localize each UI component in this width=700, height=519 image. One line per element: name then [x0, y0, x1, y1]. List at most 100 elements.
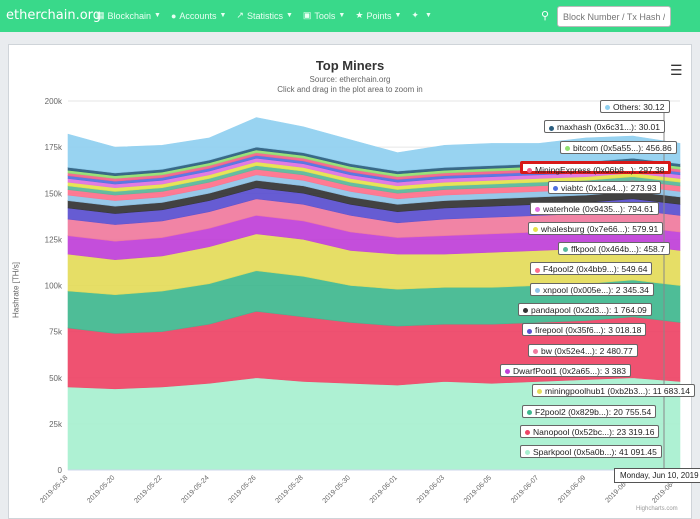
chevron-down-icon: ▼ [394, 12, 402, 19]
legend-color-dot [537, 389, 542, 395]
chart-legend: Others: 30.12 maxhash (0x6c31...): 30.01 b… [480, 100, 695, 470]
legend-item[interactable]: firepool (0x35f6...): 3 018.18 [522, 323, 647, 337]
nav-item-label: Statistics [246, 10, 283, 21]
legend-color-dot [535, 267, 540, 273]
nav-menu: ▦ Blockchain ▼ ● Accounts ▼ ↗ Statistics ▼ ▣ To… [96, 10, 432, 21]
legend-color-dot [553, 186, 558, 192]
legend-color-dot [525, 430, 530, 436]
y-tick-label: 50k [49, 374, 63, 383]
legend-item[interactable]: bitcom (0x5a55...): 456.86 [560, 140, 677, 154]
legend-item[interactable]: Nanopool (0x52bc...): 23 319.16 [520, 424, 660, 438]
legend-label: firepool (0x35f6...): 3 018.18 [535, 325, 642, 336]
nav-item-label: Blockchain [107, 10, 152, 21]
legend-item[interactable]: miningpoolhub1 (0xb2b3...): 11 683.14 [532, 384, 695, 398]
legend-label: Sparkpool (0x5a0b...): 41 091.45 [533, 447, 657, 458]
nav-item-label: Points [366, 10, 392, 21]
x-tick-label: 2019-06-07 [510, 474, 540, 504]
legend-label: viabtc (0x1ca4...): 273.93 [561, 183, 657, 194]
legend-color-dot [527, 409, 532, 415]
x-tick-label: 2019-05-18 [39, 474, 69, 504]
chart-icon: ↗ [236, 10, 244, 20]
legend-color-dot [533, 227, 538, 233]
star-icon: ★ [355, 10, 364, 20]
search-input[interactable] [557, 6, 671, 27]
twitter-icon: ✦ [411, 10, 419, 20]
x-tick-label: 2019-06-09 [557, 474, 587, 504]
nav-item-label: Tools [314, 10, 336, 21]
legend-item[interactable]: MiningExpress (0x06b8...): 297.38 [520, 160, 672, 175]
legend-color-dot [565, 145, 570, 151]
chevron-down-icon: ▼ [424, 12, 432, 19]
x-tick-label: 2019-05-26 [227, 474, 257, 504]
legend-item[interactable]: F2pool2 (0x829b...): 20 755.54 [522, 404, 657, 418]
y-tick-label: 150k [45, 189, 63, 198]
legend-item[interactable]: xnpool (0x005e...): 2 345.34 [530, 282, 654, 296]
legend-label: maxhash (0x6c31...): 30.01 [557, 122, 661, 133]
nav-item-blockchain[interactable]: ▦ Blockchain ▼ [96, 10, 161, 21]
legend-label: Nanopool (0x52bc...): 23 319.16 [533, 426, 655, 437]
legend-item[interactable]: Sparkpool (0x5a0b...): 41 091.45 [520, 445, 662, 459]
x-tick-label: 2019-05-28 [275, 474, 305, 504]
area-series-17[interactable] [67, 117, 681, 174]
y-tick-label: 125k [45, 235, 63, 244]
legend-item[interactable]: bw (0x52e4...): 2 480.77 [528, 343, 638, 357]
legend-label: Others: 30.12 [613, 102, 665, 112]
legend-color-dot [535, 287, 540, 293]
x-tick-label: 2019-05-30 [322, 474, 352, 504]
y-tick-label: 0 [58, 466, 63, 475]
search-icon[interactable]: ⚲ [541, 10, 550, 22]
chart-zoom-hint: Click and drag in the plot area to zoom … [277, 85, 423, 94]
x-tick-label: 2019-05-20 [86, 474, 116, 504]
user-icon: ● [170, 10, 177, 21]
top-navbar: etherchain.org ▦ Blockchain ▼ ● Accounts ▼ ↗… [0, 0, 700, 32]
legend-color-dot [523, 308, 528, 314]
legend-label: ffkpool (0x464b...): 458.7 [571, 244, 665, 255]
legend-label: waterhole (0x9435...): 794.61 [543, 203, 654, 214]
legend-color-dot [563, 247, 568, 253]
x-tick-label: 2019-05-22 [133, 474, 163, 504]
y-tick-label: 100k [45, 282, 63, 291]
legend-label: F4pool2 (0x4bb9...): 549.64 [543, 264, 648, 275]
nav-item-points[interactable]: ★ Points ▼ [355, 10, 401, 21]
legend-item[interactable]: ffkpool (0x464b...): 458.7 [558, 242, 670, 256]
legend-label: miningpoolhub1 (0xb2b3...): 11 683.14 [545, 386, 690, 397]
hamburger-menu-icon[interactable]: ☰ [670, 62, 683, 78]
legend-label: bitcom (0x5a55...): 456.86 [573, 142, 672, 153]
chevron-down-icon: ▼ [154, 12, 161, 19]
nav-item-twitter[interactable]: ✦ ▼ [411, 10, 431, 21]
x-tick-label: 2019-06-01 [369, 474, 399, 504]
chevron-down-icon: ▼ [338, 12, 346, 19]
y-tick-label: 200k [45, 97, 63, 106]
legend-color-dot [527, 168, 532, 174]
legend-color-dot [525, 450, 530, 456]
y-tick-label: 75k [49, 328, 63, 337]
x-tick-label: 2019-06-05 [463, 474, 493, 504]
legend-item[interactable]: pandapool (0x2d3...): 1 764.09 [518, 303, 652, 316]
nav-item-accounts[interactable]: ● Accounts ▼ [171, 10, 226, 21]
legend-item[interactable]: whalesburg (0x7e66...): 579.91 [528, 221, 664, 235]
blocks-icon: ▦ [96, 10, 105, 20]
legend-color-dot [505, 369, 510, 375]
legend-item[interactable]: viabtc (0x1ca4...): 273.93 [548, 181, 662, 195]
nav-item-label: Accounts [179, 10, 217, 21]
legend-item[interactable]: waterhole (0x9435...): 794.61 [530, 201, 659, 215]
calculator-icon: ▣ [302, 10, 312, 20]
chart-credits[interactable]: Highcharts.com [636, 506, 678, 512]
nav-item-statistics[interactable]: ↗ Statistics ▼ [236, 10, 293, 21]
legend-color-dot [535, 206, 540, 212]
legend-label: xnpool (0x005e...): 2 345.34 [543, 284, 649, 295]
legend-item[interactable]: DwarfPool1 (0x2a65...): 3 383 [500, 363, 631, 377]
legend-label: pandapool (0x2d3...): 1 764.09 [531, 305, 647, 315]
chart-subtitle: Source: etherchain.org [309, 75, 391, 84]
legend-item[interactable]: F4pool2 (0x4bb9...): 549.64 [530, 262, 653, 276]
legend-color-dot [533, 348, 538, 354]
nav-item-tools[interactable]: ▣ Tools ▼ [303, 10, 345, 21]
chevron-down-icon: ▼ [219, 12, 227, 19]
y-tick-label: 175k [45, 143, 63, 152]
brand-logo[interactable]: etherchain.org [6, 8, 102, 23]
legend-item[interactable]: maxhash (0x6c31...): 30.01 [544, 120, 666, 134]
legend-item[interactable]: Others: 30.12 [600, 100, 670, 113]
chart-tooltip: Monday, Jun 10, 2019 [614, 468, 700, 483]
chart-title: Top Miners [315, 58, 385, 73]
legend-label: F2pool2 (0x829b...): 20 755.54 [535, 406, 652, 417]
